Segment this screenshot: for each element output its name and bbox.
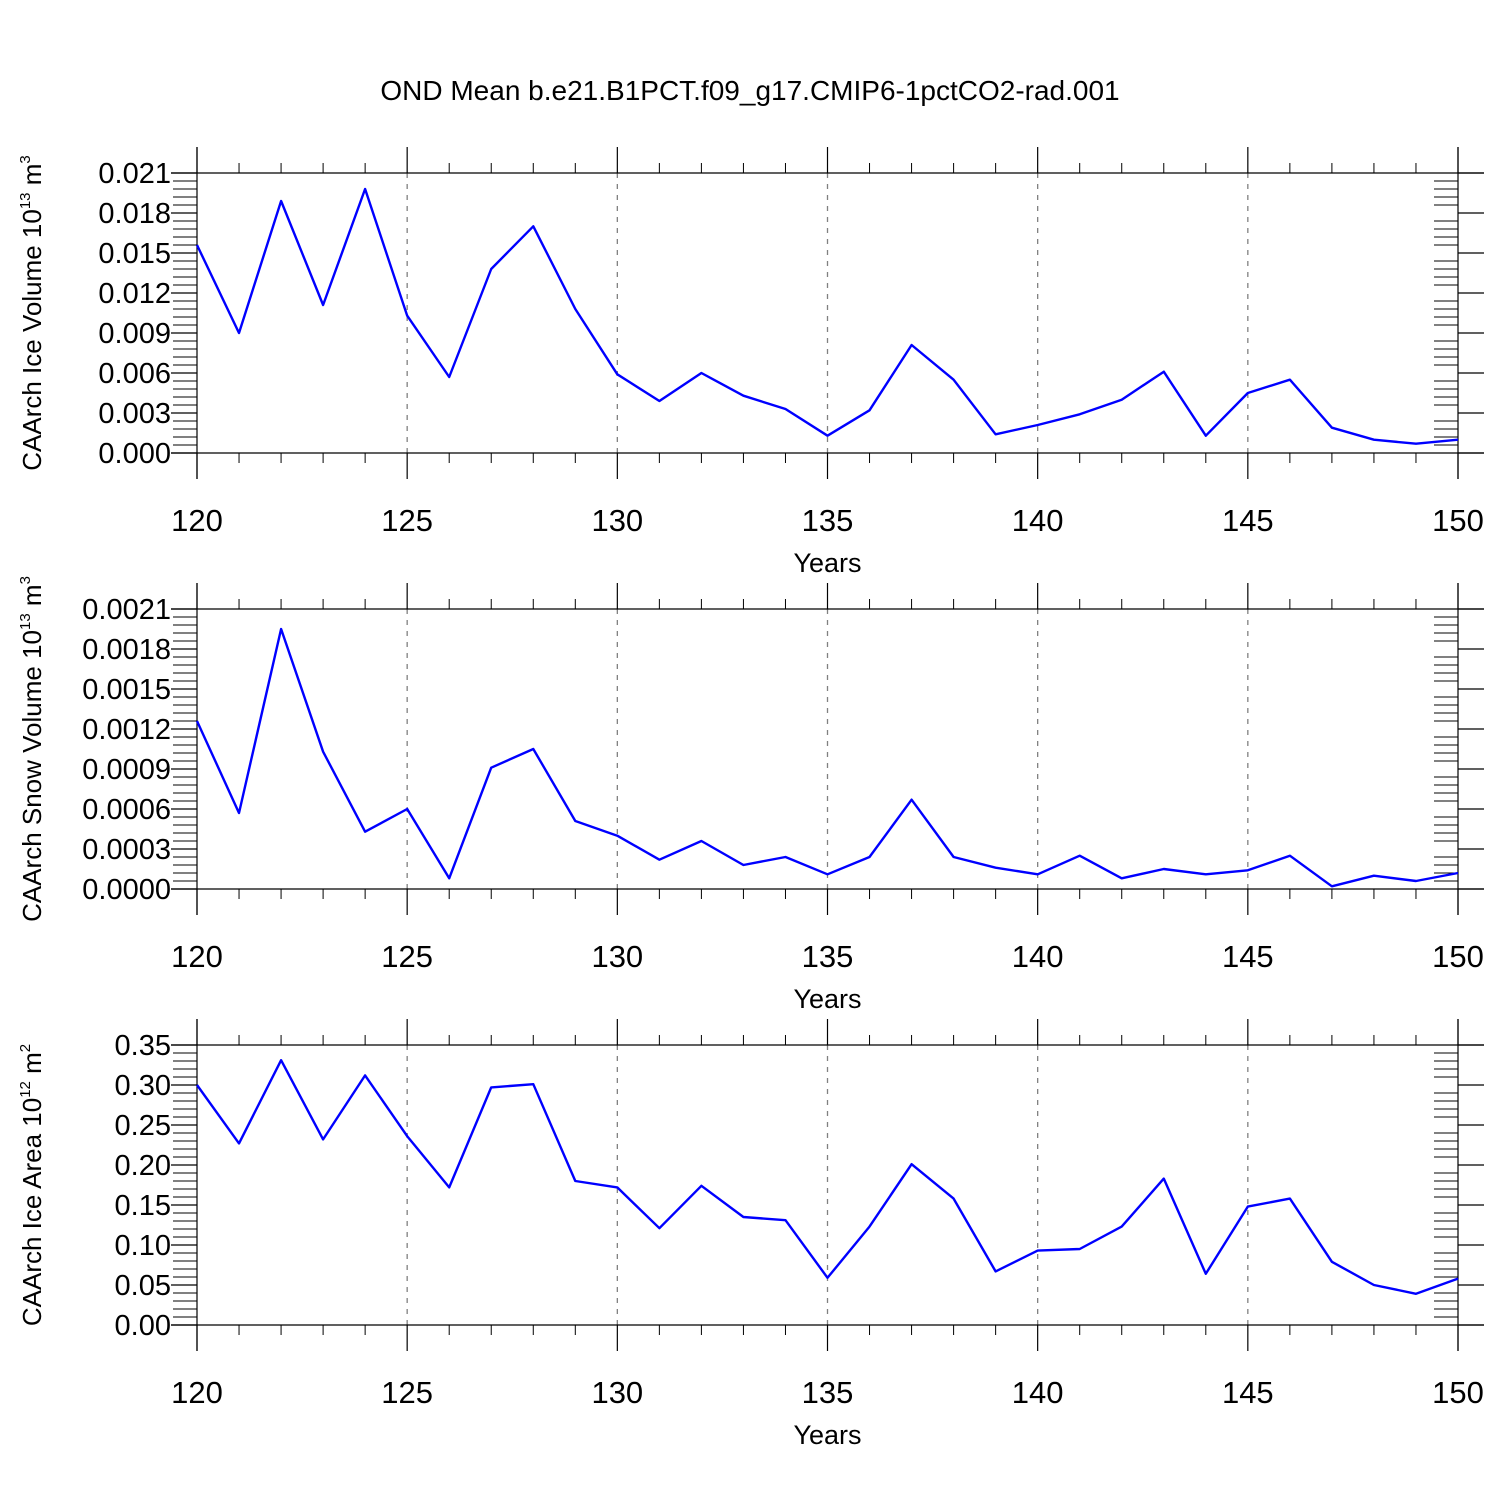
y-tick-label: 0.012 <box>98 278 171 310</box>
x-tick-label: 140 <box>1012 503 1064 538</box>
y-tick-label: 0.015 <box>98 238 171 270</box>
y-tick-label: 0.009 <box>98 318 171 350</box>
x-axis-label: Years <box>793 984 861 1014</box>
y-tick-label: 0.35 <box>115 1030 171 1062</box>
x-tick-label: 140 <box>1012 939 1064 974</box>
y-label-exponent: 2 <box>17 1044 34 1052</box>
x-tick-label: 130 <box>591 503 643 538</box>
panel-1: 0.000 0.003 0.006 0.009 0.012 0.015 0.018 0.021… <box>17 147 1484 578</box>
x-axis-label: Years <box>793 548 861 578</box>
y-tick-label: 0.10 <box>115 1230 171 1262</box>
y-tick-label: 0.00 <box>115 1310 171 1342</box>
chart-title: OND Mean b.e21.B1PCT.f09_g17.CMIP6-1pctC… <box>380 75 1119 106</box>
y-label-text: m <box>17 584 47 613</box>
x-tick-label: 145 <box>1222 503 1274 538</box>
x-tick-label: 135 <box>802 1375 854 1410</box>
y-label-text: m <box>17 164 47 193</box>
y-axis-label: CAArch Snow Volume 1013 m3 <box>17 576 47 922</box>
y-label-exponent: 3 <box>17 155 34 163</box>
y-tick-label: 0.0009 <box>82 754 171 786</box>
x-tick-label: 125 <box>381 503 433 538</box>
x-tick-label: 120 <box>171 1375 223 1410</box>
y-axis-label: CAArch Ice Area 1012 m2 <box>17 1044 47 1326</box>
x-tick-label: 135 <box>802 939 854 974</box>
series-line <box>195 627 1459 888</box>
y-label-exponent: 13 <box>17 613 34 630</box>
y-tick-label: 0.021 <box>98 158 171 190</box>
x-axis-label: Years <box>793 1420 861 1450</box>
y-label-exponent: 12 <box>17 1081 34 1098</box>
y-tick-label: 0.0015 <box>82 674 171 706</box>
y-tick-label: 0.003 <box>98 398 171 430</box>
x-tick-label: 130 <box>591 939 643 974</box>
y-label-text: CAArch Ice Area 10 <box>17 1098 47 1326</box>
x-tick-label: 135 <box>802 503 854 538</box>
series-line <box>196 1058 1459 1296</box>
y-tick-label: 0.006 <box>98 358 171 390</box>
y-tick-label: 0.0012 <box>82 714 171 746</box>
y-label-text: CAArch Snow Volume 10 <box>17 630 47 922</box>
y-tick-label: 0.25 <box>115 1110 171 1142</box>
panel-2: 0.0000 0.0003 0.0006 0.0009 0.0012 0.0015 0.00… <box>17 576 1484 1014</box>
x-tick-label: 150 <box>1432 939 1484 974</box>
y-tick-label: 0.0000 <box>82 874 171 906</box>
x-tick-label: 120 <box>171 939 223 974</box>
y-tick-label: 0.05 <box>115 1270 171 1302</box>
series-line <box>195 187 1459 445</box>
y-label-exponent: 13 <box>17 192 34 209</box>
y-label-text: m <box>17 1052 47 1081</box>
y-label-exponent: 3 <box>17 576 34 584</box>
panel-3: 0.00 0.05 0.10 0.15 0.20 0.25 0.30 0.35 120 125 13… <box>17 1019 1484 1450</box>
y-tick-label: 0.0018 <box>82 634 171 666</box>
x-tick-label: 150 <box>1432 503 1484 538</box>
x-tick-label: 130 <box>591 1375 643 1410</box>
y-tick-label: 0.000 <box>98 438 171 470</box>
x-tick-label: 120 <box>171 503 223 538</box>
x-tick-label: 150 <box>1432 1375 1484 1410</box>
y-tick-label: 0.0003 <box>82 834 171 866</box>
y-tick-label: 0.20 <box>115 1150 171 1182</box>
x-tick-label: 125 <box>381 1375 433 1410</box>
y-label-text: CAArch Ice Volume 10 <box>17 209 47 471</box>
x-tick-label: 140 <box>1012 1375 1064 1410</box>
x-tick-label: 125 <box>381 939 433 974</box>
y-tick-label: 0.0021 <box>82 594 171 626</box>
y-tick-label: 0.30 <box>115 1070 171 1102</box>
y-tick-label: 0.15 <box>115 1190 171 1222</box>
x-tick-label: 145 <box>1222 939 1274 974</box>
y-tick-label: 0.0006 <box>82 794 171 826</box>
y-tick-label: 0.018 <box>98 198 171 230</box>
x-tick-label: 145 <box>1222 1375 1274 1410</box>
y-axis-label: CAArch Ice Volume 1013 m3 <box>17 155 47 471</box>
